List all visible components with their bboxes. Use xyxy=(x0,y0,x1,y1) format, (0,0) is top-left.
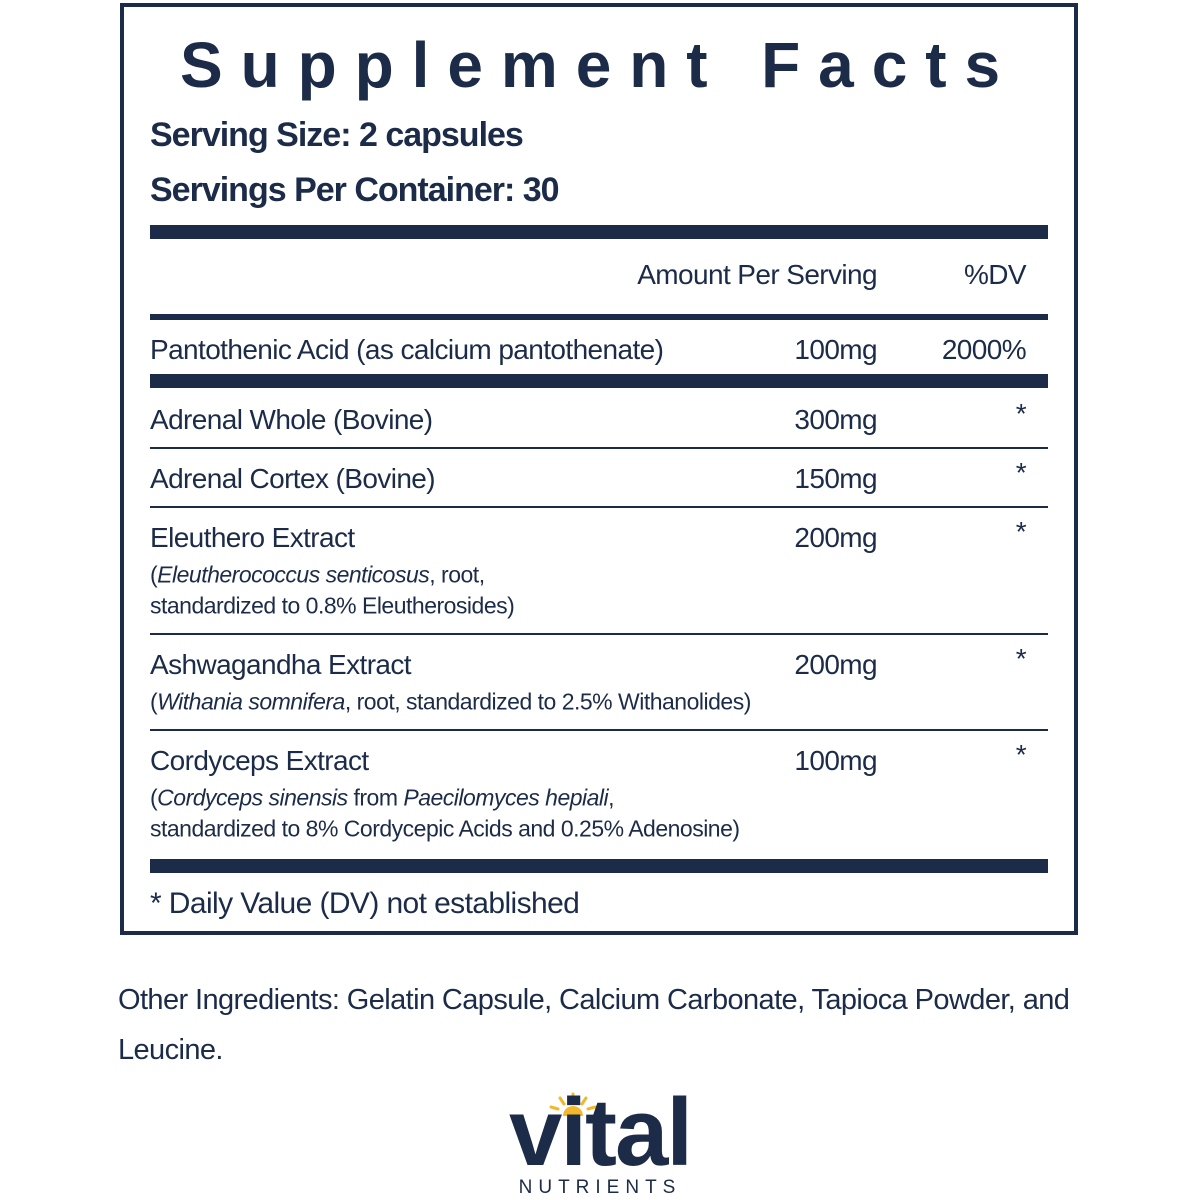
item-dv: 2000% xyxy=(941,334,1027,365)
detail-text: Cordyceps sinensis xyxy=(157,784,348,811)
item-dv: * xyxy=(1015,457,1027,488)
rule xyxy=(150,633,1048,635)
detail-text: standardized to 8% Cordycepic Acids and … xyxy=(150,815,740,842)
item-detail: (Withania somnifera, root, standardized … xyxy=(150,688,752,715)
item-amount: 100mg xyxy=(794,334,877,365)
rule xyxy=(150,447,1048,449)
detail-text: Eleutherococcus senticosus xyxy=(157,561,430,588)
item-amount: 300mg xyxy=(794,404,877,435)
other-ingredients: Other Ingredients: Gelatin Capsule, Calc… xyxy=(118,984,1070,1066)
footnote: * Daily Value (DV) not established xyxy=(150,887,580,920)
item-dv: * xyxy=(1015,643,1027,674)
detail-text: standardized to 0.8% Eleutherosides) xyxy=(150,592,515,619)
item-detail: (Eleutherococcus senticosus, root, xyxy=(150,561,485,588)
detail-text: ( xyxy=(150,561,158,588)
item-amount: 200mg xyxy=(794,649,877,680)
item-amount: 200mg xyxy=(794,522,877,553)
serving-size: Serving Size: 2 capsules xyxy=(150,116,524,154)
item-dv: * xyxy=(1015,516,1027,547)
item-name: Cordyceps Extract xyxy=(150,745,369,776)
facts-panel xyxy=(120,3,1078,935)
logo-name: vital xyxy=(508,1079,693,1186)
item-amount: 150mg xyxy=(794,463,877,494)
detail-text: , root, xyxy=(429,561,485,588)
dv-header: %DV xyxy=(964,259,1027,290)
item-name: Adrenal Whole (Bovine) xyxy=(150,404,433,435)
item-name: Ashwagandha Extract xyxy=(150,649,412,680)
item-amount: 100mg xyxy=(794,745,877,776)
item-dv: * xyxy=(1015,739,1027,770)
panel-title: Supplement Facts xyxy=(180,29,1018,101)
servings-per-container: Servings Per Container: 30 xyxy=(150,171,560,209)
logo-tagline: NUTRIENTS xyxy=(518,1177,682,1198)
detail-text: ( xyxy=(150,784,158,811)
detail-text: , xyxy=(608,784,615,811)
logo-sun xyxy=(549,1092,597,1116)
detail-text: Withania somnifera xyxy=(157,688,345,715)
item-name: Eleuthero Extract xyxy=(150,522,355,553)
item-detail: standardized to 8% Cordycepic Acids and … xyxy=(150,815,740,842)
rule xyxy=(150,374,1048,388)
rule xyxy=(150,225,1048,239)
item-detail: (Cordyceps sinensis from Paecilomyces he… xyxy=(150,784,615,811)
item-name: Adrenal Cortex (Bovine) xyxy=(150,463,436,494)
rule xyxy=(150,506,1048,508)
detail-text: Paecilomyces hepiali xyxy=(403,784,609,811)
item-name: Pantothenic Acid (as calcium pantothenat… xyxy=(150,334,664,365)
amount-header: Amount Per Serving xyxy=(637,259,877,290)
detail-text: , root, standardized to 2.5% Withanolide… xyxy=(344,688,752,715)
item-detail: standardized to 0.8% Eleutherosides) xyxy=(150,592,515,619)
rule xyxy=(150,859,1048,873)
detail-text: from xyxy=(347,784,404,811)
detail-text: ( xyxy=(150,688,158,715)
rule xyxy=(150,729,1048,731)
item-dv: * xyxy=(1015,398,1027,429)
rule xyxy=(150,314,1048,320)
